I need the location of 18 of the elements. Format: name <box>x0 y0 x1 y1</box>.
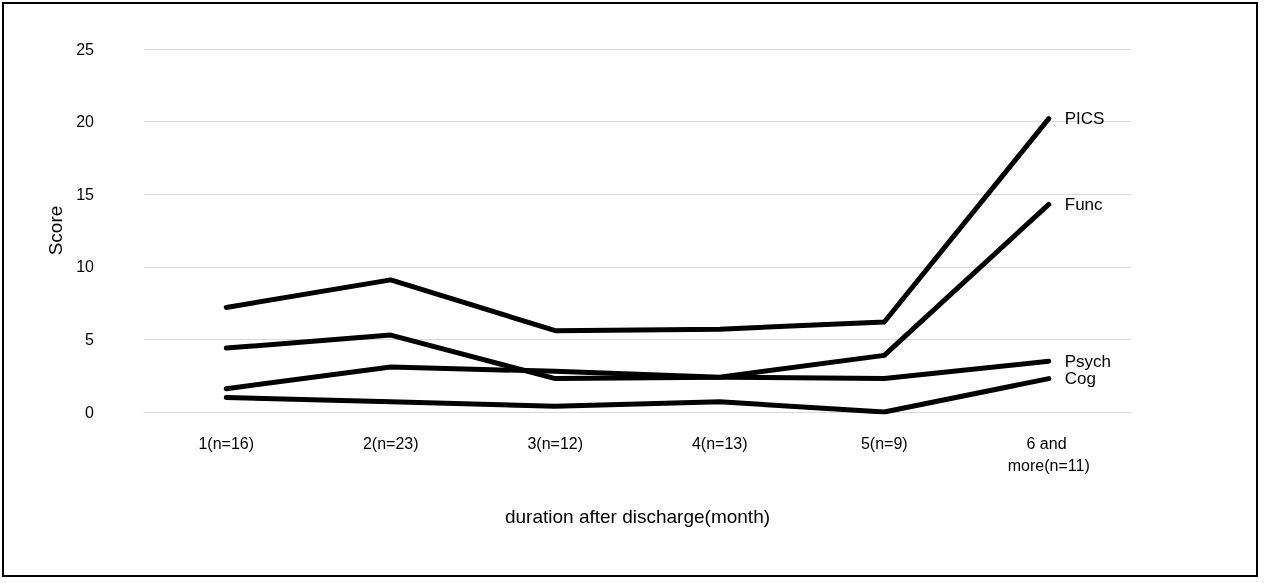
x-tick-label: 3(n=12) <box>527 434 584 452</box>
series-label: PICS <box>1064 109 1105 129</box>
x-tick-label: 5(n=9) <box>860 434 908 452</box>
y-tick-label: 25 <box>76 40 95 58</box>
series-label: Psych <box>1064 351 1112 371</box>
y-tick-label: 15 <box>76 185 95 203</box>
y-tick-label: 20 <box>76 113 95 131</box>
y-tick-label: 10 <box>76 258 95 276</box>
x-tick-label: 6 and more(n=11) <box>1007 434 1090 474</box>
y-axis-title: Score <box>45 205 67 256</box>
series-label: Cog <box>1064 369 1096 389</box>
x-tick-label: 2(n=23) <box>362 434 419 452</box>
x-tick-label: 4(n=13) <box>691 434 748 452</box>
x-tick-label: 1(n=16) <box>198 434 255 452</box>
y-tick-label: 5 <box>85 330 95 348</box>
x-axis-title: duration after discharge(month) <box>504 506 771 527</box>
series-label: Func <box>1064 194 1104 214</box>
y-tick-label: 0 <box>85 403 95 421</box>
